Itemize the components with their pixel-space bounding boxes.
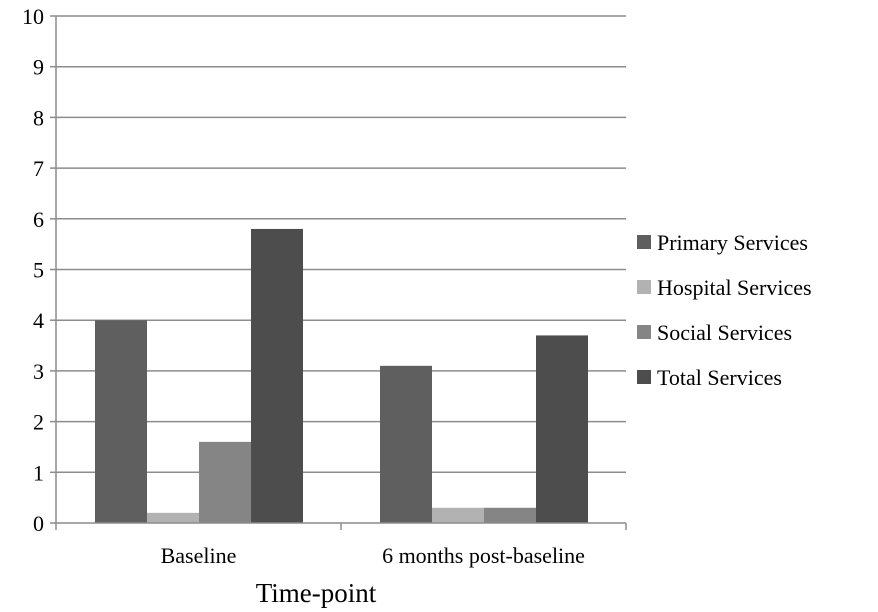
- legend: Primary Services Hospital Services Social …: [637, 230, 812, 390]
- x-axis-label: Time-point: [256, 578, 377, 608]
- legend-label: Total Services: [657, 365, 782, 390]
- bar-primary-services-1: [380, 365, 432, 523]
- y-tick-label: 4: [33, 308, 44, 333]
- y-tick-labels: 0 1 2 3 4 5 6 7 8 9 10: [22, 4, 44, 536]
- legend-swatch: [637, 280, 651, 294]
- legend-label: Hospital Services: [657, 275, 812, 300]
- y-tick-label: 2: [33, 410, 44, 435]
- bars: [95, 228, 588, 523]
- y-tick-label: 5: [33, 258, 44, 283]
- x-tick-label: 6 months post-baseline: [382, 543, 585, 568]
- x-tick-labels: Baseline 6 months post-baseline: [161, 543, 585, 568]
- bar-hospital-services-1: [432, 507, 484, 523]
- bar-total-services-1: [536, 335, 588, 523]
- x-tick-label: Baseline: [161, 543, 237, 568]
- legend-swatch: [637, 370, 651, 384]
- y-tick-label: 6: [33, 207, 44, 232]
- bar-social-services-1: [484, 507, 536, 523]
- y-tick-label: 10: [22, 4, 44, 29]
- gridlines: [50, 15, 626, 524]
- y-tick-label: 7: [33, 156, 44, 181]
- y-tick-label: 8: [33, 105, 44, 130]
- bar-hospital-services-0: [147, 512, 199, 523]
- y-tick-label: 0: [33, 511, 44, 536]
- legend-label: Primary Services: [657, 230, 808, 255]
- bar-total-services-0: [251, 228, 303, 523]
- legend-label: Social Services: [657, 320, 792, 345]
- legend-swatch: [637, 235, 651, 249]
- y-tick-label: 3: [33, 359, 44, 384]
- legend-swatch: [637, 325, 651, 339]
- bar-primary-services-0: [95, 320, 147, 523]
- y-tick-label: 1: [33, 460, 44, 485]
- bar-social-services-0: [199, 441, 251, 523]
- y-tick-label: 9: [33, 55, 44, 80]
- axes: [55, 16, 627, 530]
